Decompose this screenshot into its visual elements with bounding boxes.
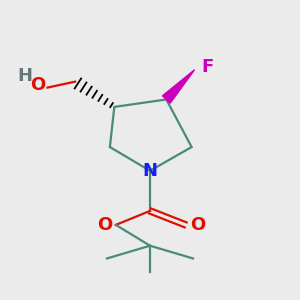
Text: O: O <box>190 216 205 234</box>
Polygon shape <box>163 70 195 103</box>
Text: O: O <box>30 76 46 94</box>
Text: H: H <box>18 67 33 85</box>
Text: F: F <box>201 58 213 76</box>
Text: N: N <box>142 162 158 180</box>
Text: O: O <box>97 216 112 234</box>
